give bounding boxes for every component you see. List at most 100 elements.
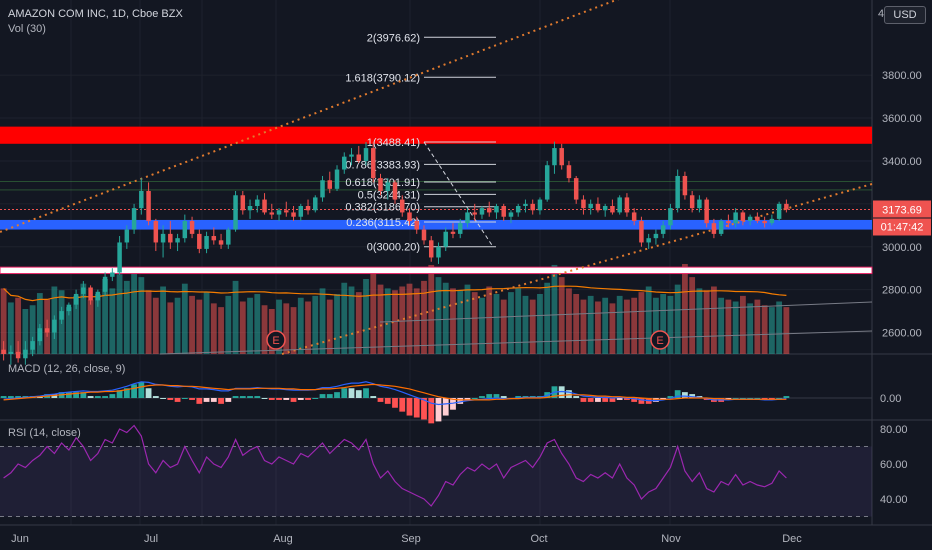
volume-bar [421,280,427,354]
volume-bar [529,299,536,354]
macd-legend[interactable]: MACD (12, 26, close, 9) [8,363,126,375]
candle-body [646,238,651,243]
candle-body [371,148,376,179]
volume-bar [406,283,413,354]
volume-bar [102,279,108,354]
fib-level-label: 2(3976.62) [367,32,420,44]
candle-body [479,208,485,215]
candle-body [131,208,137,230]
candle-body [233,195,238,230]
macd-histogram-bar [225,398,232,402]
volume-bar [624,299,630,354]
volume-bar [348,286,355,354]
macd-histogram-bar [210,398,217,402]
volume-bar [65,307,72,354]
volume-bar [152,297,159,354]
macd-histogram-bar [442,398,449,416]
macd-histogram-bar [254,396,261,398]
volume-bar [276,299,282,354]
candle-body [501,205,506,217]
macd-histogram-bar [638,398,645,404]
volume-bar [464,284,471,354]
volume-bar [587,295,594,354]
macd-histogram-bar [232,396,239,398]
candle-body [59,311,64,320]
candle-body [110,272,115,277]
candle-body [52,319,57,333]
candle-body [349,154,354,157]
macd-histogram-bar [392,398,398,408]
volume-bar [551,264,558,354]
volume-bar [196,299,203,354]
candle-body [284,210,289,213]
volume-bar [602,297,609,354]
candle-body [334,169,340,189]
volume-bar [363,279,369,354]
volume-bar [566,288,572,354]
macd-histogram-bar [131,384,137,398]
volume-bar [776,301,783,354]
volume-bar [696,288,703,354]
macd-histogram-bar [73,392,79,398]
candle-body [428,240,434,258]
candle-body [740,212,746,222]
candle-body [552,148,557,166]
candle-body [66,304,72,312]
volume-bar [326,299,333,354]
candle-body [175,238,180,243]
chart-legend: AMAZON COM INC, 1D, Cboe BZX Vol (30) [8,7,183,37]
volume-bar [167,302,174,354]
volume-bar [22,309,29,354]
macd-histogram-bar [566,390,572,398]
volume-bar [138,277,145,354]
candle-body [675,175,680,209]
volume-bar [515,288,522,354]
volume-bar [754,299,761,354]
candle-body [327,180,333,189]
candle-body [515,205,521,213]
macd-histogram-bar [602,398,609,402]
macd-histogram-bar [218,398,224,404]
macd-histogram-bar [783,396,790,398]
macd-histogram-bar [239,396,246,398]
fib-level-label: 1(3488.41) [367,137,420,149]
volume-bar [783,307,790,354]
volume-bar [609,303,616,354]
volume-legend[interactable]: Vol (30) [8,23,46,35]
candle-body [588,203,593,209]
macd-histogram-bar [181,398,188,399]
candle-body [595,203,601,211]
volume-bar [747,303,754,354]
candle-body [755,216,760,222]
price-tick-label: 3400.00 [882,156,922,168]
candle-body [211,236,217,241]
volume-bar [493,294,500,354]
volume-bar [15,297,22,354]
currency-button[interactable]: USD [884,6,926,24]
candle-body [660,225,666,234]
macd-histogram-bar [682,392,688,398]
channel-line [159,330,873,355]
macd-histogram-bar [319,394,326,398]
time-axis-label: Aug [273,533,293,545]
candle-body [689,195,695,209]
time-axis-label: Oct [530,533,547,545]
volume-bar [94,294,101,354]
candle-body [182,221,188,239]
candle-body [226,229,231,245]
fib-level-label: 0(3000.20) [367,242,420,254]
volume-bar [413,288,420,354]
macd-histogram-bar [261,398,268,399]
macd-histogram-bar [580,398,587,402]
price-tick-label: 3000.00 [882,242,922,254]
rsi-legend[interactable]: RSI (14, close) [8,427,81,439]
volume-bar [210,303,217,354]
volume-bar [297,297,304,354]
volume-bar [334,294,340,354]
symbol-title[interactable]: AMAZON COM INC, 1D, Cboe BZX [8,8,183,20]
macd-histogram-bar [479,396,485,398]
volume-bar [660,294,667,354]
candle-body [37,328,43,342]
candle-body [385,182,390,191]
